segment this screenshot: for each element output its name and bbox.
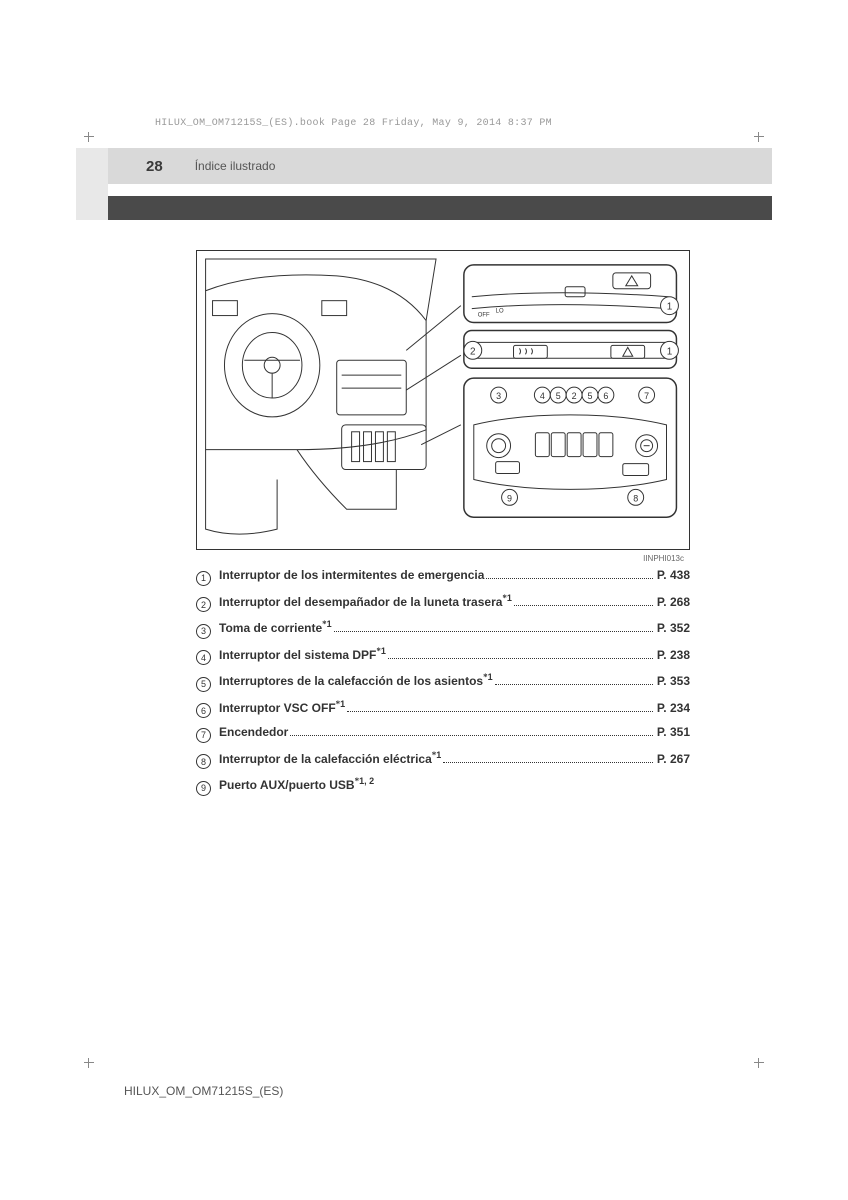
legend-number: 8 (196, 754, 211, 769)
legend-item: 3 Toma de corriente*1 P. 352 (196, 619, 690, 637)
svg-text:4: 4 (540, 391, 545, 401)
footer-code: HILUX_OM_OM71215S_(ES) (124, 1084, 283, 1098)
book-meta-line: HILUX_OM_OM71215S_(ES).book Page 28 Frid… (155, 118, 552, 129)
legend-item: 5 Interruptores de la calefacción de los … (196, 672, 690, 690)
page-ref: P. 268 (657, 595, 690, 609)
legend-label: Interruptor de los intermitentes de emer… (219, 568, 484, 582)
legend-list: 1 Interruptor de los intermitentes de eme… (196, 568, 690, 803)
legend-number: 5 (196, 677, 211, 692)
page-header: 28 Índice ilustrado (108, 148, 772, 184)
leader-dots (514, 605, 653, 606)
svg-text:9: 9 (507, 493, 512, 503)
legend-item: 2 Interruptor del desempañador de la lune… (196, 593, 690, 611)
svg-text:5: 5 (556, 391, 561, 401)
crop-mark (82, 1056, 96, 1070)
legend-item: 4 Interruptor del sistema DPF*1 P. 238 (196, 646, 690, 664)
legend-label: Interruptor del desempañador de la lunet… (219, 593, 512, 609)
diagram-code: IINPHI013c (643, 554, 684, 563)
callout-2: 2 (470, 346, 476, 357)
legend-number: 2 (196, 597, 211, 612)
legend-label: Interruptor de la calefacción eléctrica*… (219, 750, 441, 766)
crop-mark (752, 1056, 766, 1070)
svg-text:2: 2 (572, 391, 577, 401)
dashboard-diagram: OFF LO 1 2 1 (196, 250, 690, 550)
legend-label: Interruptor VSC OFF*1 (219, 699, 345, 715)
leader-dots (443, 762, 653, 763)
legend-number: 7 (196, 728, 211, 743)
legend-item: 1 Interruptor de los intermitentes de eme… (196, 568, 690, 584)
page-ref: P. 438 (657, 568, 690, 582)
svg-text:5: 5 (588, 391, 593, 401)
legend-item: 8 Interruptor de la calefacción eléctrica… (196, 750, 690, 768)
legend-label: Encendedor (219, 725, 288, 739)
leader-dots (347, 711, 653, 712)
legend-item: 7 Encendedor P. 351 (196, 725, 690, 741)
crop-mark (82, 130, 96, 144)
svg-text:OFF: OFF (478, 313, 490, 319)
legend-label: Toma de corriente*1 (219, 619, 332, 635)
svg-text:6: 6 (603, 391, 608, 401)
legend-label: Puerto AUX/puerto USB*1, 2 (219, 776, 374, 792)
side-tab (76, 148, 108, 220)
legend-number: 3 (196, 624, 211, 639)
legend-label: Interruptor del sistema DPF*1 (219, 646, 386, 662)
page-ref: P. 351 (657, 725, 690, 739)
leader-dots (334, 631, 653, 632)
svg-text:3: 3 (496, 391, 501, 401)
leader-dots (388, 658, 653, 659)
section-title: Índice ilustrado (195, 159, 276, 173)
svg-text:7: 7 (644, 391, 649, 401)
page-number: 28 (146, 158, 163, 175)
legend-number: 6 (196, 703, 211, 718)
svg-text:LO: LO (496, 309, 504, 315)
svg-text:8: 8 (633, 493, 638, 503)
leader-dots (290, 735, 652, 736)
legend-item: 6 Interruptor VSC OFF*1 P. 234 (196, 699, 690, 717)
leader-dots (486, 578, 652, 579)
legend-item: 9 Puerto AUX/puerto USB*1, 2 (196, 776, 690, 794)
page-ref: P. 352 (657, 621, 690, 635)
callout-1: 1 (667, 302, 673, 313)
legend-number: 1 (196, 571, 211, 586)
callout-1b: 1 (667, 346, 673, 357)
legend-number: 4 (196, 650, 211, 665)
page-ref: P. 238 (657, 648, 690, 662)
page-ref: P. 267 (657, 752, 690, 766)
legend-number: 9 (196, 781, 211, 796)
crop-mark (752, 130, 766, 144)
page-ref: P. 234 (657, 701, 690, 715)
page-ref: P. 353 (657, 674, 690, 688)
legend-label: Interruptores de la calefacción de los a… (219, 672, 493, 688)
header-accent-bar (108, 196, 772, 220)
leader-dots (495, 684, 653, 685)
